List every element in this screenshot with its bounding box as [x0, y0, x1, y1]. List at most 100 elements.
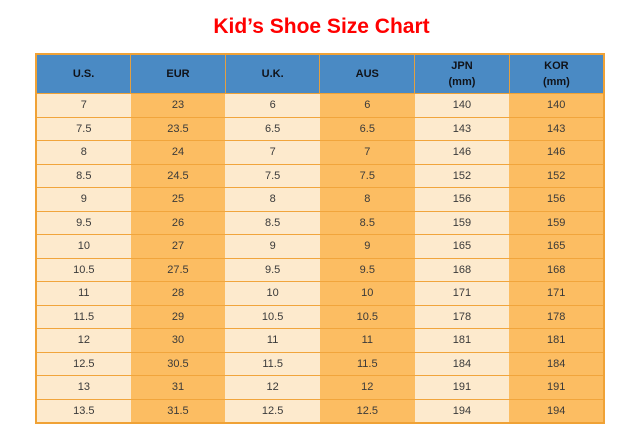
- table-cell: 27.5: [130, 258, 226, 282]
- table-cell: 26: [130, 211, 226, 235]
- table-body: 7 23 6 6 140 140 7.5 23.5 6.5 6.5 143 143 8 24 7 7 146 14…: [36, 93, 604, 423]
- column-header: JPN (mm): [414, 54, 510, 94]
- table-cell: 11.5: [225, 352, 320, 376]
- table-cell: 194: [414, 399, 510, 423]
- table-cell: 184: [414, 352, 510, 376]
- table-cell: 191: [509, 375, 604, 400]
- table-cell: 168: [414, 258, 510, 282]
- table-cell: 28: [130, 281, 226, 306]
- table-row: 9.5 26 8.5 8.5 159 159: [36, 211, 604, 235]
- table-cell: 6.5: [319, 117, 415, 141]
- table-cell: 146: [414, 140, 510, 165]
- table-row: 10.5 27.5 9.5 9.5 168 168: [36, 258, 604, 282]
- table-row: 7.5 23.5 6.5 6.5 143 143: [36, 117, 604, 141]
- table-cell: 12: [319, 375, 415, 400]
- table-row: 9 25 8 8 156 156: [36, 187, 604, 212]
- table-cell: 31: [130, 375, 226, 400]
- column-header-unit: (mm): [542, 76, 570, 88]
- table-cell: 10.5: [319, 305, 415, 329]
- table-cell: 7: [225, 140, 320, 165]
- table-cell: 11: [36, 281, 131, 306]
- table-cell: 184: [509, 352, 604, 376]
- table-cell: 12.5: [36, 352, 131, 376]
- table-cell: 156: [509, 187, 604, 212]
- table-cell: 13.5: [36, 399, 131, 423]
- table-cell: 8: [225, 187, 320, 212]
- table-cell: 159: [509, 211, 604, 235]
- column-header-label: AUS: [355, 67, 379, 80]
- table-row: 11 28 10 10 171 171: [36, 281, 604, 306]
- table-cell: 181: [509, 328, 604, 353]
- table-cell: 165: [414, 234, 510, 259]
- table-cell: 10: [319, 281, 415, 306]
- table-cell: 9.5: [36, 211, 131, 235]
- table-cell: 6: [225, 93, 320, 118]
- column-header: EUR: [130, 54, 226, 94]
- table-cell: 8.5: [36, 164, 131, 188]
- column-header-unit: (mm): [448, 76, 476, 88]
- table-cell: 12: [36, 328, 131, 353]
- table-cell: 7: [319, 140, 415, 165]
- table-cell: 9.5: [225, 258, 320, 282]
- table-row: 12.5 30.5 11.5 11.5 184 184: [36, 352, 604, 376]
- table-row: 10 27 9 9 165 165: [36, 234, 604, 259]
- table-row: 11.5 29 10.5 10.5 178 178: [36, 305, 604, 329]
- table-cell: 140: [509, 93, 604, 118]
- table-cell: 178: [414, 305, 510, 329]
- table-cell: 10.5: [225, 305, 320, 329]
- table-cell: 9: [225, 234, 320, 259]
- column-header-label: KOR: [544, 59, 569, 72]
- table-cell: 178: [509, 305, 604, 329]
- table-cell: 191: [414, 375, 510, 400]
- table-row: 13.5 31.5 12.5 12.5 194 194: [36, 399, 604, 423]
- table-cell: 6.5: [225, 117, 320, 141]
- table-cell: 181: [414, 328, 510, 353]
- table-cell: 146: [509, 140, 604, 165]
- table-cell: 27: [130, 234, 226, 259]
- column-header-label: U.S.: [72, 67, 95, 80]
- table-cell: 7.5: [225, 164, 320, 188]
- table-cell: 168: [509, 258, 604, 282]
- table-cell: 13: [36, 375, 131, 400]
- table-cell: 11.5: [36, 305, 131, 329]
- table-cell: 11: [225, 328, 320, 353]
- table-row: 12 30 11 11 181 181: [36, 328, 604, 353]
- shoe-size-table: U.S. EUR U.K. AUS JPN (mm) KOR (mm) 7 23 6 6 140 140…: [35, 53, 605, 424]
- table-cell: 9: [319, 234, 415, 259]
- column-header-label: U.K.: [261, 67, 284, 80]
- table-cell: 23: [130, 93, 226, 118]
- column-header-label: EUR: [166, 67, 190, 80]
- table-cell: 10: [225, 281, 320, 306]
- table-cell: 156: [414, 187, 510, 212]
- table-cell: 29: [130, 305, 226, 329]
- table-header-row: U.S. EUR U.K. AUS JPN (mm) KOR (mm): [36, 54, 604, 94]
- table-cell: 23.5: [130, 117, 226, 141]
- table-cell: 11.5: [319, 352, 415, 376]
- table-cell: 171: [414, 281, 510, 306]
- column-header: U.S.: [36, 54, 131, 94]
- column-header: AUS: [319, 54, 415, 94]
- table-cell: 7.5: [36, 117, 131, 141]
- table-row: 7 23 6 6 140 140: [36, 93, 604, 118]
- table-cell: 171: [509, 281, 604, 306]
- table-cell: 6: [319, 93, 415, 118]
- column-header-label: JPN: [451, 59, 473, 72]
- table-cell: 165: [509, 234, 604, 259]
- table-cell: 152: [509, 164, 604, 188]
- table-cell: 159: [414, 211, 510, 235]
- table-cell: 12.5: [225, 399, 320, 423]
- table-row: 8 24 7 7 146 146: [36, 140, 604, 165]
- table-cell: 11: [319, 328, 415, 353]
- table-cell: 10: [36, 234, 131, 259]
- table-cell: 9.5: [319, 258, 415, 282]
- table-cell: 140: [414, 93, 510, 118]
- table-row: 8.5 24.5 7.5 7.5 152 152: [36, 164, 604, 188]
- table-cell: 152: [414, 164, 510, 188]
- table-cell: 30.5: [130, 352, 226, 376]
- table-cell: 10.5: [36, 258, 131, 282]
- table-cell: 31.5: [130, 399, 226, 423]
- table-cell: 9: [36, 187, 131, 212]
- table-row: 13 31 12 12 191 191: [36, 375, 604, 400]
- table-cell: 25: [130, 187, 226, 212]
